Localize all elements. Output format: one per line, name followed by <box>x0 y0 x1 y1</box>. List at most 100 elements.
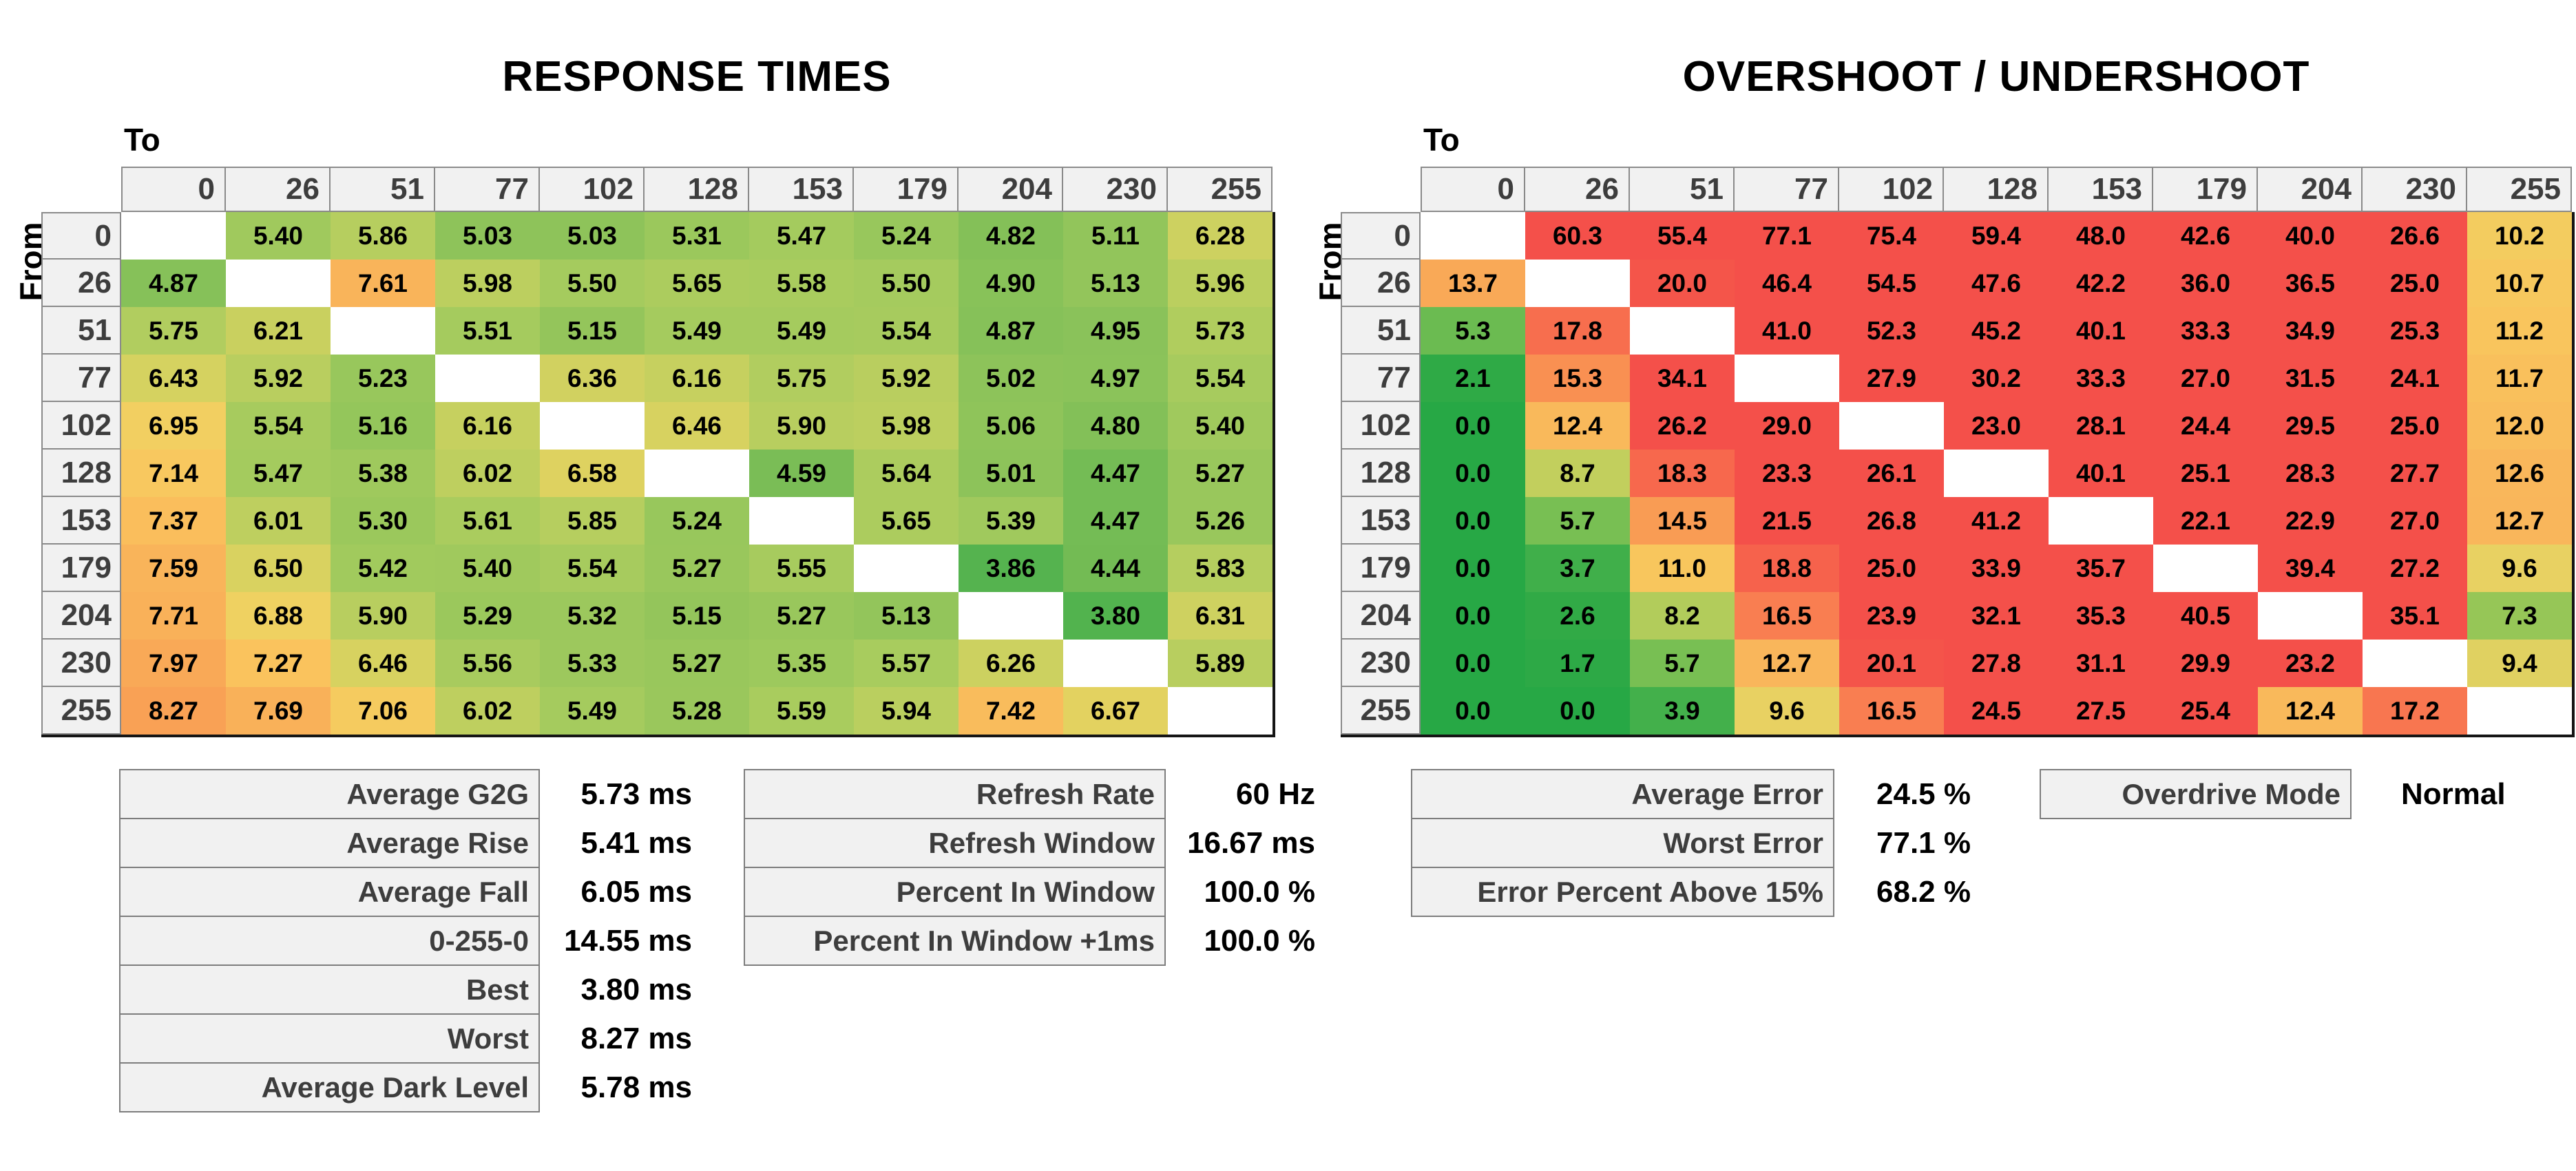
heatmap-cell: 40.0 <box>2258 212 2363 260</box>
error-stats-label: Error Percent Above 15% <box>1411 867 1834 917</box>
column-header: 153 <box>749 167 854 212</box>
heatmap-cell: 27.0 <box>2363 497 2467 545</box>
row-header: 230 <box>41 640 121 687</box>
heatmap-cell: 11.7 <box>2467 355 2572 402</box>
heatmap-cell: 5.73 <box>1168 307 1273 355</box>
heatmap-cell <box>1063 640 1168 687</box>
row-header: 51 <box>1341 307 1421 355</box>
heatmap-cell: 5.35 <box>749 640 854 687</box>
heatmap-cell: 5.98 <box>854 402 959 450</box>
row-header: 102 <box>41 402 121 450</box>
error-stats-label: Worst Error <box>1411 818 1834 868</box>
column-header: 179 <box>854 167 959 212</box>
heatmap-cell: 4.80 <box>1063 402 1168 450</box>
row-header: 204 <box>41 592 121 640</box>
heatmap-cell: 3.86 <box>959 545 1063 592</box>
heatmap-cell: 6.36 <box>540 355 645 402</box>
heatmap-cell: 25.0 <box>2363 402 2467 450</box>
row-header: 153 <box>1341 497 1421 545</box>
row-header: 26 <box>1341 260 1421 307</box>
heatmap-cell: 5.50 <box>854 260 959 307</box>
heatmap-cell: 29.0 <box>1735 402 1839 450</box>
heatmap-cell: 5.03 <box>540 212 645 260</box>
column-header: 77 <box>1735 167 1839 212</box>
heatmap-cell: 12.4 <box>1525 402 1630 450</box>
heatmap-cell: 36.5 <box>2258 260 2363 307</box>
heatmap-cell: 17.2 <box>2363 687 2467 735</box>
heatmap-cell: 5.11 <box>1063 212 1168 260</box>
heatmap-cell: 6.43 <box>121 355 226 402</box>
heatmap-cell: 6.16 <box>435 402 540 450</box>
heatmap-cell: 5.49 <box>645 307 749 355</box>
heatmap-cell: 5.85 <box>540 497 645 545</box>
heatmap-cell: 7.06 <box>331 687 435 735</box>
column-header: 153 <box>2049 167 2153 212</box>
heatmap-cell <box>226 260 331 307</box>
column-header: 102 <box>540 167 645 212</box>
heatmap-cell: 4.95 <box>1063 307 1168 355</box>
heatmap-cell: 35.1 <box>2363 592 2467 640</box>
heatmap-cell: 7.71 <box>121 592 226 640</box>
heatmap-cell: 27.5 <box>2049 687 2153 735</box>
heatmap-cell: 5.56 <box>435 640 540 687</box>
heatmap-cell: 13.7 <box>1421 260 1525 307</box>
heatmap-cell: 30.2 <box>1944 355 2049 402</box>
heatmap-cell: 40.5 <box>2153 592 2258 640</box>
column-header: 102 <box>1839 167 1944 212</box>
heatmap-cell <box>2049 497 2153 545</box>
heatmap-cell: 27.7 <box>2363 450 2467 497</box>
row-header: 255 <box>1341 687 1421 735</box>
heatmap-cell: 12.4 <box>2258 687 2363 735</box>
heatmap-cell: 5.27 <box>1168 450 1273 497</box>
heatmap-cell: 4.82 <box>959 212 1063 260</box>
heatmap-row-headers: 0 26 51 77 102 128 153 179 204 230 255 <box>41 212 121 737</box>
response-stats-value: 3.80 ms <box>580 972 692 1006</box>
heatmap-cell: 5.86 <box>331 212 435 260</box>
heatmap-cell <box>645 450 749 497</box>
heatmap-cell: 12.0 <box>2467 402 2572 450</box>
refresh-stats-value: 60 Hz <box>1236 777 1315 811</box>
row-header: 128 <box>1341 450 1421 497</box>
column-header: 204 <box>2258 167 2363 212</box>
heatmap-cell: 14.5 <box>1630 497 1735 545</box>
response-stats-label: Average Dark Level <box>119 1062 540 1112</box>
heatmap-cell: 24.1 <box>2363 355 2467 402</box>
heatmap-cell: 5.47 <box>226 450 331 497</box>
heatmap-cell: 5.51 <box>435 307 540 355</box>
heatmap-cell: 5.47 <box>749 212 854 260</box>
heatmap-cell: 17.8 <box>1525 307 1630 355</box>
heatmap-cell: 7.97 <box>121 640 226 687</box>
heatmap-cell: 5.13 <box>854 592 959 640</box>
heatmap-cell: 5.50 <box>540 260 645 307</box>
response-stats-value: 14.55 ms <box>564 923 692 958</box>
column-header: 51 <box>331 167 435 212</box>
heatmap-cell <box>2467 687 2572 735</box>
heatmap-cell: 5.92 <box>854 355 959 402</box>
heatmap-cell: 31.1 <box>2049 640 2153 687</box>
heatmap-cell: 5.59 <box>749 687 854 735</box>
heatmap-cell: 5.01 <box>959 450 1063 497</box>
column-header: 255 <box>1168 167 1273 212</box>
heatmap-cell: 4.47 <box>1063 450 1168 497</box>
response-stats-label: Average Fall <box>119 867 540 917</box>
heatmap-cell: 5.40 <box>226 212 331 260</box>
heatmap-cell: 5.49 <box>540 687 645 735</box>
heatmap-cell: 25.3 <box>2363 307 2467 355</box>
column-header: 230 <box>1063 167 1168 212</box>
heatmap-cell: 0.0 <box>1421 545 1525 592</box>
row-header: 77 <box>1341 355 1421 402</box>
heatmap-cell: 6.01 <box>226 497 331 545</box>
heatmap-cell: 24.4 <box>2153 402 2258 450</box>
refresh-stats-value: 100.0 % <box>1204 874 1315 909</box>
heatmap-cell: 42.6 <box>2153 212 2258 260</box>
heatmap-cell: 5.28 <box>645 687 749 735</box>
heatmap-cell: 7.69 <box>226 687 331 735</box>
heatmap-cell: 23.2 <box>2258 640 2363 687</box>
heatmap-cell: 5.54 <box>1168 355 1273 402</box>
heatmap-cell: 8.7 <box>1525 450 1630 497</box>
heatmap-cell: 5.15 <box>540 307 645 355</box>
heatmap-cell: 0.0 <box>1421 640 1525 687</box>
heatmap-cell: 32.1 <box>1944 592 2049 640</box>
heatmap-cell: 22.1 <box>2153 497 2258 545</box>
heatmap-cell <box>540 402 645 450</box>
